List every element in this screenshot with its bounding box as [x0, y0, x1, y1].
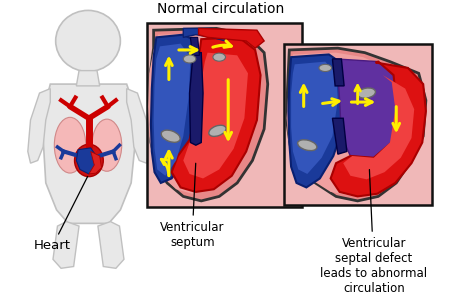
Bar: [283, 44, 431, 206]
Polygon shape: [153, 44, 190, 176]
Polygon shape: [198, 28, 263, 48]
Polygon shape: [286, 52, 420, 196]
Polygon shape: [28, 88, 50, 163]
Polygon shape: [183, 28, 225, 41]
Polygon shape: [149, 28, 267, 201]
Ellipse shape: [56, 11, 120, 71]
Polygon shape: [98, 222, 123, 268]
Polygon shape: [190, 38, 199, 55]
Polygon shape: [183, 52, 247, 178]
Text: Heart: Heart: [34, 176, 88, 252]
Ellipse shape: [92, 119, 122, 171]
Polygon shape: [330, 61, 425, 197]
Polygon shape: [291, 61, 337, 174]
Ellipse shape: [213, 53, 225, 61]
Polygon shape: [148, 33, 258, 194]
Ellipse shape: [161, 130, 180, 142]
Ellipse shape: [208, 125, 225, 136]
Ellipse shape: [297, 140, 316, 151]
Polygon shape: [336, 59, 396, 158]
Polygon shape: [342, 75, 413, 179]
Polygon shape: [89, 152, 101, 174]
Polygon shape: [288, 54, 346, 188]
Ellipse shape: [183, 55, 196, 63]
Polygon shape: [151, 35, 199, 183]
Polygon shape: [286, 48, 425, 201]
Polygon shape: [43, 84, 135, 224]
Ellipse shape: [74, 144, 103, 177]
Polygon shape: [332, 59, 343, 86]
Polygon shape: [76, 148, 96, 174]
Polygon shape: [332, 118, 346, 154]
Bar: [147, 23, 301, 207]
Polygon shape: [53, 222, 79, 268]
Polygon shape: [126, 88, 149, 163]
Polygon shape: [171, 38, 260, 192]
Polygon shape: [76, 70, 100, 86]
Ellipse shape: [318, 64, 331, 71]
Polygon shape: [189, 52, 202, 145]
Ellipse shape: [54, 117, 85, 173]
Text: Ventricular
septum: Ventricular septum: [160, 163, 224, 249]
Text: Ventricular
septal defect
leads to abnormal
circulation: Ventricular septal defect leads to abnor…: [319, 169, 426, 295]
Text: Normal circulation: Normal circulation: [157, 2, 284, 16]
Ellipse shape: [357, 88, 375, 98]
